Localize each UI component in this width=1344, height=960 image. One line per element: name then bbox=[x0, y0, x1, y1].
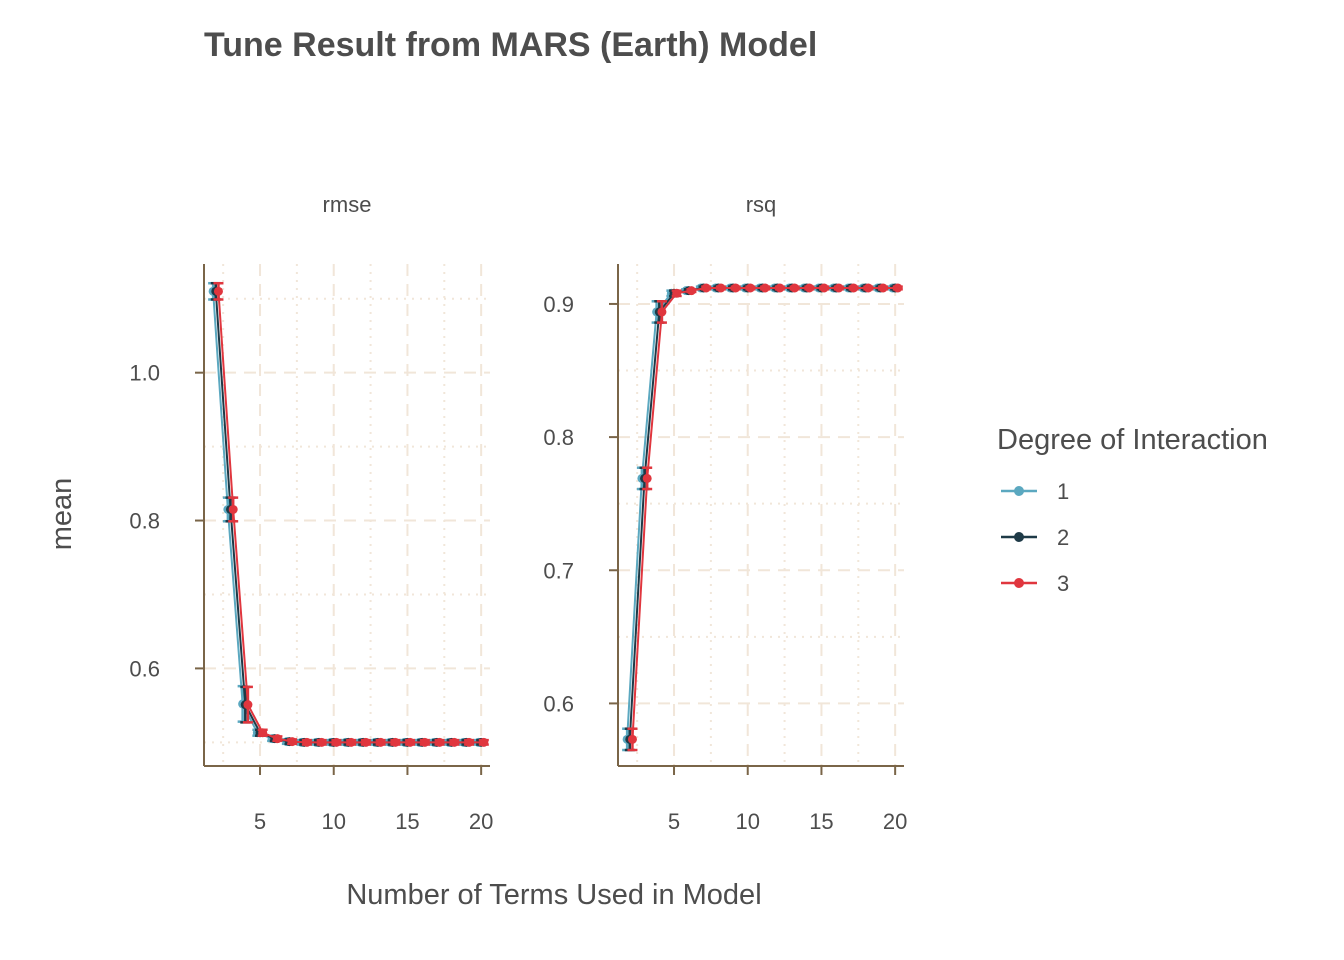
data-point-degree-3 bbox=[317, 737, 327, 747]
legend-entry-1: 1 bbox=[1001, 479, 1069, 504]
data-point-degree-3 bbox=[701, 283, 711, 293]
data-point-degree-3 bbox=[331, 737, 341, 747]
data-point-degree-3 bbox=[878, 283, 888, 293]
x-tick-label: 15 bbox=[809, 809, 833, 834]
data-point-degree-3 bbox=[449, 737, 459, 747]
data-point-degree-3 bbox=[686, 286, 696, 296]
data-point-degree-3 bbox=[863, 283, 873, 293]
series-line-degree-3 bbox=[217, 291, 484, 744]
y-axis-title: mean bbox=[46, 478, 78, 551]
data-point-degree-3 bbox=[376, 737, 386, 747]
chart-title: Tune Result from MARS (Earth) Model bbox=[204, 26, 817, 64]
data-point-degree-3 bbox=[834, 283, 844, 293]
legend-title: Degree of Interaction bbox=[997, 424, 1268, 456]
panel-strip-label: rmse bbox=[323, 192, 372, 217]
data-point-degree-3 bbox=[893, 283, 903, 293]
x-tick-label: 10 bbox=[321, 809, 345, 834]
data-point-degree-3 bbox=[804, 283, 814, 293]
legend-label: 1 bbox=[1057, 479, 1069, 504]
x-tick-label: 20 bbox=[883, 809, 907, 834]
data-point-degree-3 bbox=[390, 737, 400, 747]
legend-label: 3 bbox=[1057, 571, 1069, 596]
series-line-degree-2 bbox=[628, 286, 896, 740]
y-tick-label: 0.9 bbox=[543, 292, 574, 317]
data-point-degree-3 bbox=[258, 728, 268, 738]
panel-rmse: rmse 0.6 0.8 1.0 5 10 15 20 bbox=[129, 192, 493, 834]
data-point-degree-3 bbox=[849, 283, 859, 293]
data-point-degree-3 bbox=[672, 288, 682, 298]
data-point-degree-3 bbox=[479, 737, 489, 747]
legend-key-point bbox=[1014, 578, 1024, 588]
panel-rsq: rsq 0.6 0.7 0.8 0.9 5 10 15 20 bbox=[543, 192, 907, 834]
x-axis-title: Number of Terms Used in Model bbox=[346, 879, 761, 911]
legend-key-point bbox=[1014, 486, 1024, 496]
data-point-degree-3 bbox=[272, 734, 282, 744]
x-tick-label: 5 bbox=[668, 809, 680, 834]
y-tick-label: 1.0 bbox=[129, 361, 160, 386]
data-point-degree-3 bbox=[745, 283, 755, 293]
data-point-degree-3 bbox=[361, 737, 371, 747]
data-point-degree-3 bbox=[775, 283, 785, 293]
legend-entry-2: 2 bbox=[1001, 525, 1069, 550]
x-tick-label: 10 bbox=[735, 809, 759, 834]
series-line-degree-2 bbox=[214, 291, 482, 744]
data-point-degree-3 bbox=[760, 283, 770, 293]
data-point-degree-3 bbox=[819, 283, 829, 293]
data-point-degree-3 bbox=[716, 283, 726, 293]
y-tick-label: 0.8 bbox=[129, 509, 160, 534]
panel-strip-label: rsq bbox=[746, 192, 777, 217]
data-point-degree-3 bbox=[731, 283, 741, 293]
data-point-degree-3 bbox=[243, 700, 253, 710]
data-point-degree-3 bbox=[228, 504, 238, 514]
legend-label: 2 bbox=[1057, 525, 1069, 550]
data-point-degree-3 bbox=[405, 737, 415, 747]
data-point-degree-3 bbox=[213, 286, 223, 296]
x-tick-label: 15 bbox=[395, 809, 419, 834]
data-point-degree-3 bbox=[464, 737, 474, 747]
series-line-degree-1 bbox=[212, 291, 479, 744]
data-point-degree-3 bbox=[287, 737, 297, 747]
x-tick-label: 5 bbox=[254, 809, 266, 834]
series-line-degree-1 bbox=[626, 286, 893, 740]
data-point-degree-3 bbox=[435, 737, 445, 747]
y-tick-label: 0.6 bbox=[543, 691, 574, 716]
y-tick-label: 0.8 bbox=[543, 425, 574, 450]
data-point-degree-3 bbox=[657, 307, 667, 317]
y-tick-label: 0.7 bbox=[543, 558, 574, 583]
y-tick-label: 0.6 bbox=[129, 656, 160, 681]
data-point-degree-3 bbox=[642, 473, 652, 483]
legend-entry-3: 3 bbox=[1001, 571, 1069, 596]
data-point-degree-3 bbox=[302, 737, 312, 747]
data-point-degree-3 bbox=[627, 734, 637, 744]
data-point-degree-3 bbox=[346, 737, 356, 747]
legend-key-point bbox=[1014, 532, 1024, 542]
data-point-degree-3 bbox=[790, 283, 800, 293]
legend: Degree of Interaction 1 2 3 bbox=[997, 424, 1268, 596]
data-point-degree-3 bbox=[420, 737, 430, 747]
x-tick-label: 20 bbox=[469, 809, 493, 834]
